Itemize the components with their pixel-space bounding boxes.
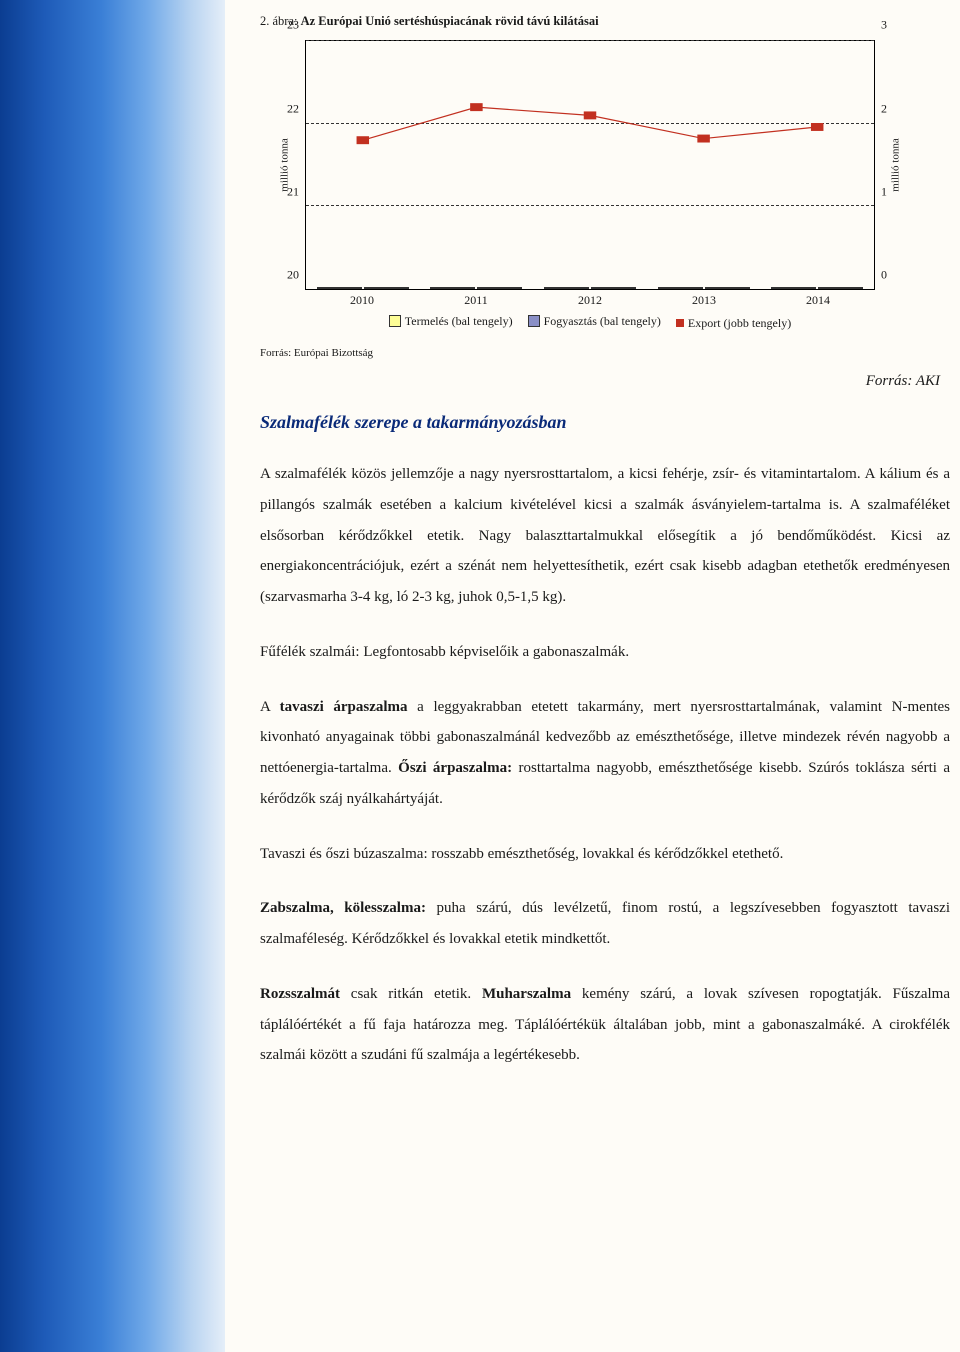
paragraph-3: A tavaszi árpaszalma a leggyakrabban ete… bbox=[260, 692, 950, 815]
paragraph-1: A szalmafélék közös jellemzője a nagy ny… bbox=[260, 459, 950, 613]
bar-group bbox=[539, 287, 641, 289]
y-right-tick: 3 bbox=[881, 18, 887, 33]
export-marker bbox=[470, 103, 482, 111]
legend-text: Termelés (bal tengely) bbox=[405, 314, 513, 329]
p6-mid1: csak ritkán etetik. bbox=[340, 986, 482, 1002]
legend-item-termeles: Termelés (bal tengely) bbox=[389, 314, 513, 329]
chart-legend: Termelés (bal tengely) Fogyasztás (bal t… bbox=[305, 314, 875, 332]
bar-group bbox=[652, 287, 754, 289]
y-left-tick: 22 bbox=[287, 101, 299, 116]
y-axis-right-label: millió tonna bbox=[889, 138, 901, 191]
x-axis-label: 2013 bbox=[692, 293, 716, 308]
bar-group bbox=[425, 287, 527, 289]
export-marker bbox=[584, 111, 596, 119]
bar-termeles bbox=[771, 287, 816, 289]
bar-group bbox=[766, 287, 868, 289]
chart-plot-area bbox=[305, 40, 875, 290]
x-axis-label: 2014 bbox=[806, 293, 830, 308]
paragraph-2: Fűfélék szalmái: Legfontosabb képviselői… bbox=[260, 637, 950, 668]
p3-bold1: tavaszi árpaszalma bbox=[280, 699, 408, 715]
y-right-tick: 1 bbox=[881, 184, 887, 199]
paragraph-4: Tavaszi és őszi búzaszalma: rosszabb emé… bbox=[260, 839, 950, 870]
legend-swatch-icon bbox=[528, 315, 540, 327]
y-left-tick: 23 bbox=[287, 18, 299, 33]
section-heading: Szalmafélék szerepe a takarmányozásban bbox=[260, 412, 950, 433]
paragraph-6: Rozsszalmát csak ritkán etetik. Muharsza… bbox=[260, 979, 950, 1071]
x-axis-labels: 2010 2011 2012 2013 2014 bbox=[305, 293, 875, 309]
p3-pre: A bbox=[260, 699, 280, 715]
legend-marker-icon bbox=[676, 319, 684, 327]
paragraph-2-rest: Legfontosabb képviselőik a gabonaszalmák… bbox=[360, 644, 630, 660]
y-axis-right: millió tonna 0 1 2 3 bbox=[877, 40, 920, 290]
bar-fogyasztas bbox=[364, 287, 409, 289]
page-content: 2. ábra: Az Európai Unió sertéshúspiacán… bbox=[225, 0, 960, 1352]
p5-bold: Zabszalma, kölesszalma: bbox=[260, 900, 426, 916]
export-marker bbox=[811, 123, 823, 131]
legend-text: Fogyasztás (bal tengely) bbox=[544, 314, 661, 329]
figure-caption: 2. ábra: Az Európai Unió sertéshúspiacán… bbox=[260, 14, 950, 29]
x-axis-label: 2010 bbox=[350, 293, 374, 308]
y-right-tick: 2 bbox=[881, 101, 887, 116]
figure-caption-title: Az Európai Unió sertéshúspiacának rövid … bbox=[301, 14, 599, 28]
y-axis-left: millió tonna 20 21 22 23 bbox=[260, 40, 303, 290]
bar-group bbox=[312, 287, 414, 289]
chart-source-right: Forrás: AKI bbox=[260, 373, 940, 390]
export-marker bbox=[697, 135, 709, 143]
bar-fogyasztas bbox=[705, 287, 750, 289]
bar-fogyasztas bbox=[477, 287, 522, 289]
p3-bold2: Őszi árpaszalma: bbox=[398, 760, 512, 776]
legend-swatch-icon bbox=[389, 315, 401, 327]
export-marker bbox=[357, 136, 369, 144]
export-line-svg bbox=[306, 41, 874, 289]
y-left-tick: 21 bbox=[287, 184, 299, 199]
p6-bold1: Rozsszalmát bbox=[260, 986, 340, 1002]
p6-bold2: Muharszalma bbox=[482, 986, 571, 1002]
y-right-tick: 0 bbox=[881, 268, 887, 283]
y-left-tick: 20 bbox=[287, 268, 299, 283]
x-axis-label: 2011 bbox=[464, 293, 488, 308]
paragraph-2-underline: Fűfélék szalmái: bbox=[260, 644, 360, 660]
left-gradient-strip bbox=[0, 0, 225, 1352]
p4-rest: rosszabb emészthetőség, lovakkal és kérő… bbox=[428, 846, 784, 862]
legend-text: Export (jobb tengely) bbox=[688, 316, 791, 331]
p4-bold: Tavaszi és őszi búzaszalma: bbox=[260, 846, 428, 862]
chart-container: millió tonna 20 21 22 23 millió tonna 0 … bbox=[260, 35, 920, 345]
bar-termeles bbox=[544, 287, 589, 289]
chart-source-left: Forrás: Európai Bizottság bbox=[260, 347, 950, 359]
bar-fogyasztas bbox=[818, 287, 863, 289]
paragraph-5: Zabszalma, kölesszalma: puha szárú, dús … bbox=[260, 893, 950, 955]
bar-fogyasztas bbox=[591, 287, 636, 289]
bar-termeles bbox=[317, 287, 362, 289]
bar-termeles bbox=[658, 287, 703, 289]
legend-item-export: Export (jobb tengely) bbox=[676, 316, 791, 331]
x-axis-label: 2012 bbox=[578, 293, 602, 308]
bar-termeles bbox=[430, 287, 475, 289]
legend-item-fogyasztas: Fogyasztás (bal tengely) bbox=[528, 314, 661, 329]
